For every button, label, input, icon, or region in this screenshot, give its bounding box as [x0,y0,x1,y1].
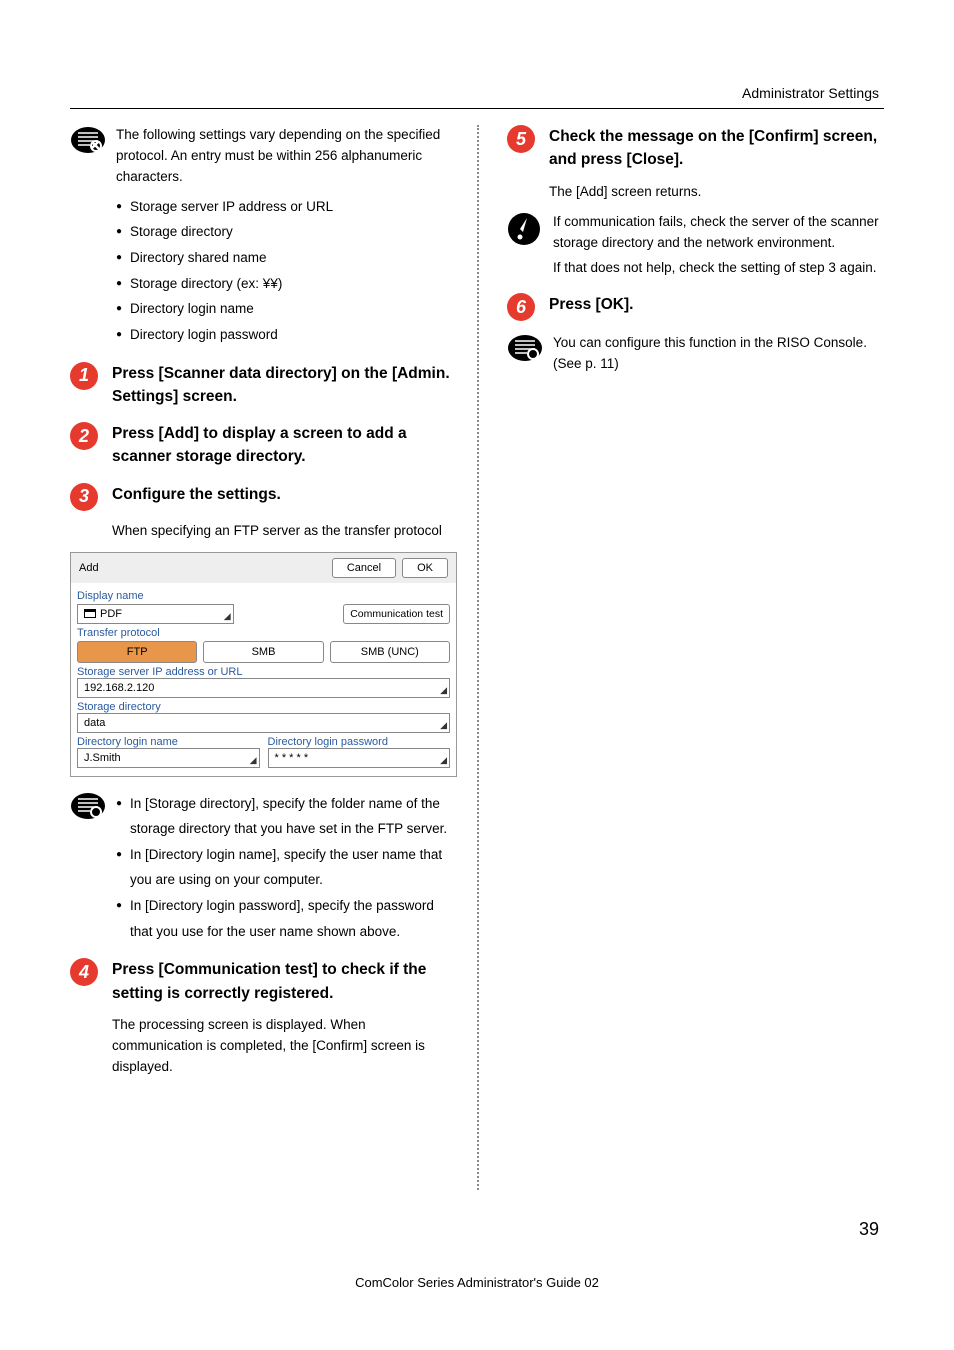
dialog-title: Add [79,562,99,574]
step-title: Configure the settings. [112,483,457,506]
note-icon [70,791,110,821]
login-name-field[interactable]: J.Smith◢ [77,748,260,768]
step-number: 2 [70,422,98,450]
dialog-titlebar: Add Cancel OK [71,553,456,583]
screenshot-note: In [Storage directory], specify the fold… [70,791,457,945]
display-name-field[interactable]: PDF◢ [77,604,234,624]
step-number: 3 [70,483,98,511]
page-number: 39 [859,1219,879,1240]
add-dialog-screenshot: Add Cancel OK Display name PDF◢ Communic… [70,552,457,777]
step-5: 5 Check the message on the [Confirm] scr… [507,125,884,172]
intro-text: The following settings vary depending on… [116,127,440,184]
storage-dir-label: Storage directory [77,701,450,713]
left-column: The following settings vary depending on… [70,125,477,1088]
step-number: 6 [507,293,535,321]
page: Administrator Settings The following set… [0,0,954,1350]
cancel-button[interactable]: Cancel [332,558,396,578]
display-name-label: Display name [77,590,450,602]
storage-dir-field[interactable]: data◢ [77,713,450,733]
warning-icon [507,212,547,251]
login-pw-field[interactable]: * * * * *◢ [268,748,451,768]
bullet-item: Storage server IP address or URL [116,194,457,220]
bullet-item: Directory shared name [116,245,457,271]
intro-bullets: Storage server IP address or URL Storage… [116,194,457,348]
note-bullet: In [Directory login name], specify the u… [116,842,457,893]
note-bullet: In [Directory login password], specify t… [116,893,457,944]
footer-text: ComColor Series Administrator's Guide 02 [0,1275,954,1290]
ok-button[interactable]: OK [402,558,448,578]
console-note-text: You can configure this function in the R… [553,333,884,375]
ip-label: Storage server IP address or URL [77,666,450,678]
step-1: 1 Press [Scanner data directory] on the … [70,362,457,409]
step-title: Press [Add] to display a screen to add a… [112,422,457,469]
note-bullet: In [Storage directory], specify the fold… [116,791,457,842]
ip-field[interactable]: 192.168.2.120◢ [77,678,450,698]
warning-note: If communication fails, check the server… [507,212,884,279]
right-column: 5 Check the message on the [Confirm] scr… [477,125,884,1088]
step-title: Press [Communication test] to check if t… [112,958,457,1005]
protocol-smb-unc-button[interactable]: SMB (UNC) [330,641,450,663]
protocol-smb-button[interactable]: SMB [203,641,323,663]
step-3: 3 Configure the settings. [70,483,457,511]
login-pw-label: Directory login password [268,736,451,748]
login-name-label: Directory login name [77,736,260,748]
step-5-body: The [Add] screen returns. [549,182,884,203]
note-icon [507,333,547,363]
step-2: 2 Press [Add] to display a screen to add… [70,422,457,469]
keyboard-icon [84,609,96,618]
bullet-item: Directory login password [116,322,457,348]
communication-test-button[interactable]: Communication test [343,604,450,624]
bullet-item: Directory login name [116,296,457,322]
step-4-body: The processing screen is displayed. When… [112,1015,457,1078]
step-number: 1 [70,362,98,390]
intro-note-text: The following settings vary depending on… [116,125,457,348]
columns: The following settings vary depending on… [70,125,884,1088]
protocol-ftp-button[interactable]: FTP [77,641,197,663]
header-section: Administrator Settings [742,85,879,101]
note-icon [70,125,110,155]
warn-line-1: If communication fails, check the server… [553,212,884,254]
header-rule [70,108,884,109]
step-3-body: When specifying an FTP server as the tra… [112,521,457,542]
bullet-item: Storage directory [116,219,457,245]
step-4: 4 Press [Communication test] to check if… [70,958,457,1005]
step-title: Check the message on the [Confirm] scree… [549,125,884,172]
step-6: 6 Press [OK]. [507,293,884,321]
warn-line-2: If that does not help, check the setting… [553,258,884,279]
step-title: Press [OK]. [549,293,884,316]
console-note: You can configure this function in the R… [507,333,884,375]
intro-note: The following settings vary depending on… [70,125,457,348]
step-title: Press [Scanner data directory] on the [A… [112,362,457,409]
bullet-item: Storage directory (ex: ¥¥) [116,271,457,297]
transfer-protocol-label: Transfer protocol [77,627,450,639]
step-number: 4 [70,958,98,986]
step-number: 5 [507,125,535,153]
